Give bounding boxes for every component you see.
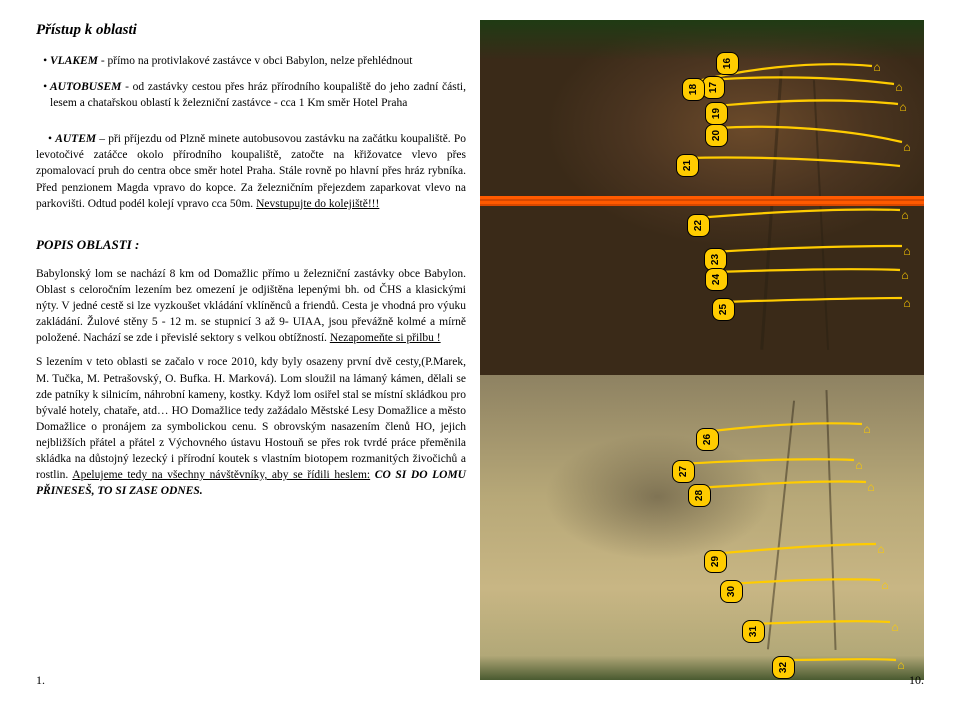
route-marker: 16 bbox=[716, 52, 739, 75]
anchor-icon bbox=[892, 80, 906, 94]
cliff-photo: 1617181920212223242526272829303132 bbox=[480, 20, 924, 680]
route-marker: 29 bbox=[704, 550, 727, 573]
route-marker: 26 bbox=[696, 428, 719, 451]
anchor-icon bbox=[898, 208, 912, 222]
route-marker: 19 bbox=[705, 102, 728, 125]
route-marker: 17 bbox=[702, 76, 725, 99]
anchor-icon bbox=[896, 100, 910, 114]
anchor-icon bbox=[878, 578, 892, 592]
bullet-text: – při příjezdu od Plzně minete autobusov… bbox=[36, 133, 466, 209]
page-number-left: 1. bbox=[36, 672, 45, 689]
bullet-lead: AUTOBUSEM bbox=[50, 81, 121, 93]
route-marker: 24 bbox=[705, 268, 728, 291]
anchor-icon bbox=[860, 422, 874, 436]
anchor-icon bbox=[894, 658, 908, 672]
route-marker: 32 bbox=[772, 656, 795, 679]
anchor-icon bbox=[900, 140, 914, 154]
anchor-icon bbox=[874, 542, 888, 556]
warning-text: Nevstupujte do kolejiště!!! bbox=[256, 198, 379, 210]
transport-list: VLAKEM - přímo na protivlakové zastávce … bbox=[36, 53, 466, 121]
anchor-icon bbox=[900, 244, 914, 258]
route-marker: 31 bbox=[742, 620, 765, 643]
anchor-icon bbox=[900, 296, 914, 310]
warning-text: Nezapomeňte si přilbu ! bbox=[330, 332, 441, 344]
appeal-underline: Apelujeme tedy na všechny návštěvníky, a… bbox=[72, 469, 370, 481]
section-title-popis: POPIS OBLASTI : bbox=[36, 236, 466, 254]
anchor-icon bbox=[864, 480, 878, 494]
anchor-icon bbox=[870, 60, 884, 74]
bullet-lead: AUTEM bbox=[55, 133, 96, 145]
description-para-1: Babylonský lom se nachází 8 km od Domažl… bbox=[36, 266, 466, 346]
routes-overlay bbox=[480, 20, 924, 680]
bullet-vlakem: VLAKEM - přímo na protivlakové zastávce … bbox=[50, 53, 466, 69]
route-marker: 18 bbox=[682, 78, 705, 101]
text-column: Přístup k oblasti VLAKEM - přímo na prot… bbox=[36, 20, 466, 691]
bullet-autobusem: AUTOBUSEM - od zastávky cestou přes hráz… bbox=[50, 79, 466, 111]
route-marker: 28 bbox=[688, 484, 711, 507]
anchor-icon bbox=[888, 620, 902, 634]
anchor-icon bbox=[898, 268, 912, 282]
bullet-lead: VLAKEM bbox=[50, 55, 98, 67]
description-para-2: S lezením v teto oblasti se začalo v roc… bbox=[36, 354, 466, 499]
route-marker: 21 bbox=[676, 154, 699, 177]
route-marker: 22 bbox=[687, 214, 710, 237]
photo-column: 1617181920212223242526272829303132 bbox=[480, 20, 924, 691]
section-title-access: Přístup k oblasti bbox=[36, 20, 466, 41]
anchor-icon bbox=[852, 458, 866, 472]
page-number-right: 10. bbox=[909, 672, 924, 689]
route-marker: 27 bbox=[672, 460, 695, 483]
route-marker: 25 bbox=[712, 298, 735, 321]
bullet-text: - přímo na protivlakové zastávce v obci … bbox=[98, 55, 413, 67]
route-marker: 30 bbox=[720, 580, 743, 603]
route-marker: 20 bbox=[705, 124, 728, 147]
bullet-autem: AUTEM – při příjezdu od Plzně minete aut… bbox=[36, 131, 466, 211]
desc-text: S lezením v teto oblasti se začalo v roc… bbox=[36, 356, 466, 481]
